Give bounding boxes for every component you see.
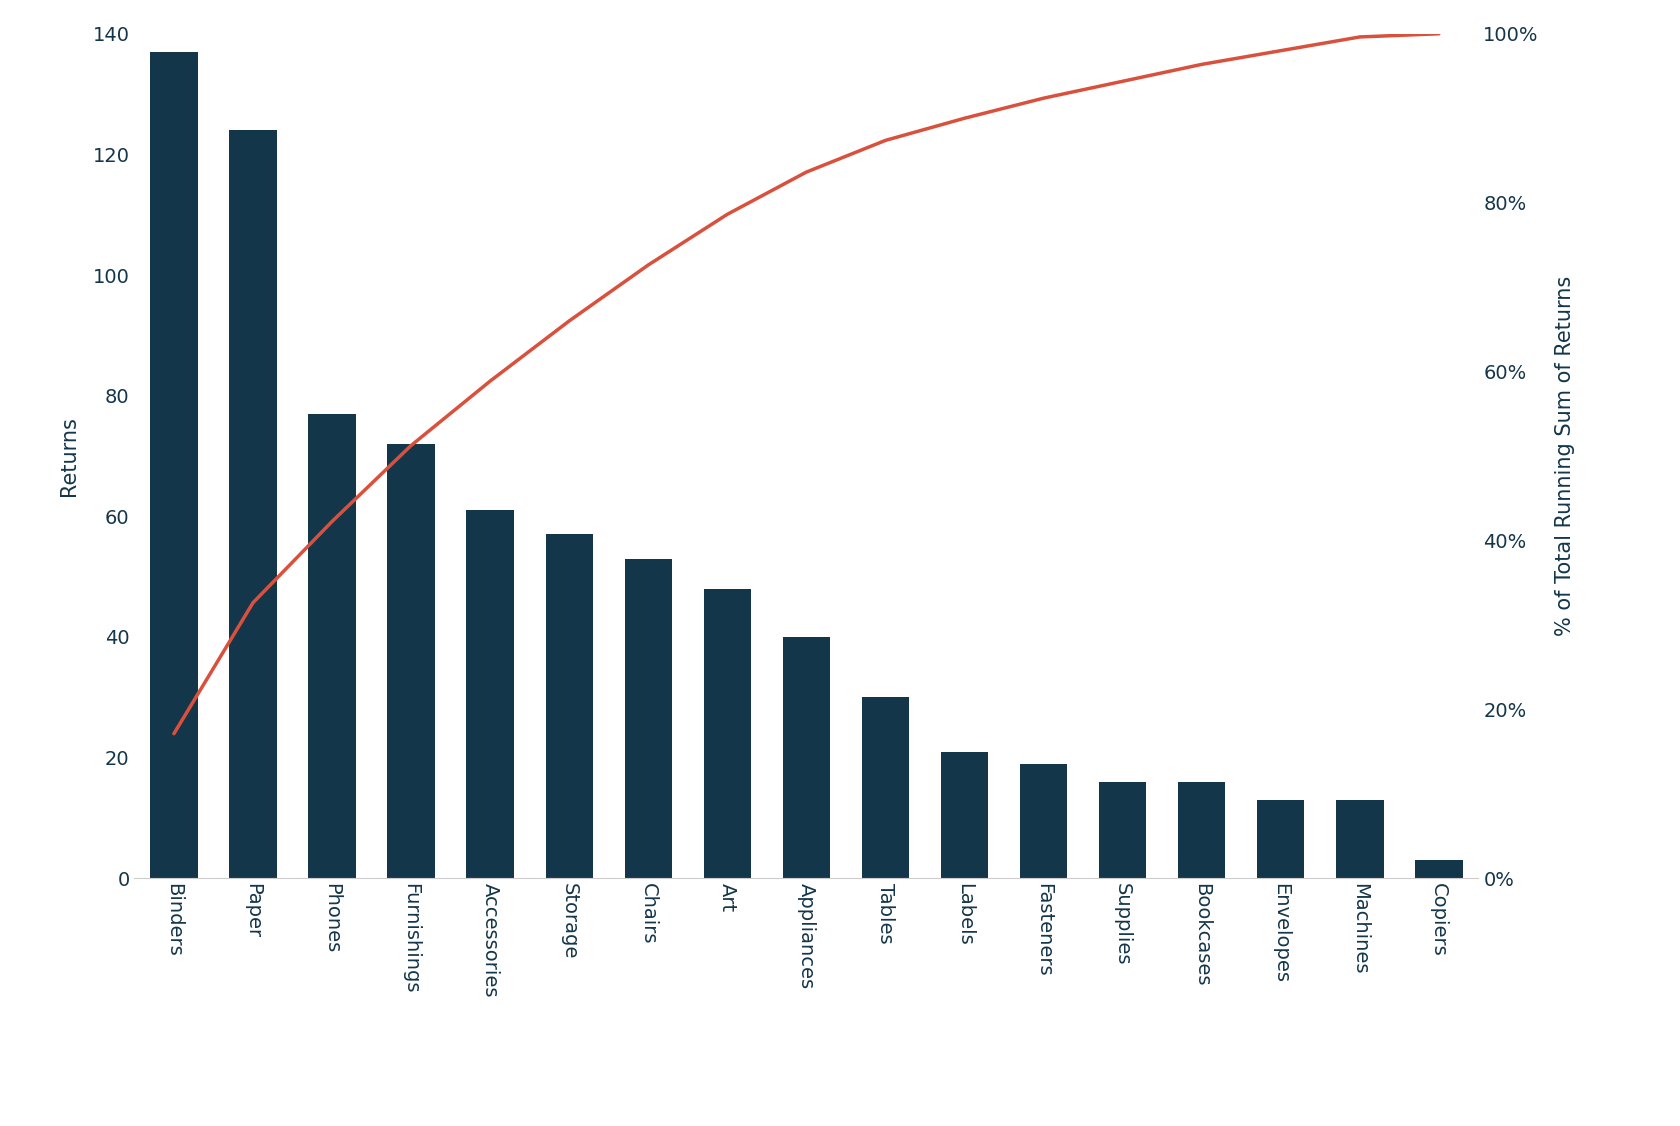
Bar xyxy=(625,558,672,878)
Bar xyxy=(150,52,198,878)
Bar xyxy=(467,510,514,878)
Bar xyxy=(704,589,751,878)
Bar xyxy=(546,535,593,878)
Y-axis label: % of Total Running Sum of Returns: % of Total Running Sum of Returns xyxy=(1556,276,1576,636)
Bar xyxy=(862,697,909,878)
Bar xyxy=(1099,781,1146,878)
Bar xyxy=(309,414,356,878)
Bar xyxy=(228,131,277,878)
Bar xyxy=(1336,799,1384,878)
Bar xyxy=(783,637,830,878)
Y-axis label: Returns: Returns xyxy=(59,417,79,495)
Bar xyxy=(1415,860,1463,878)
Bar xyxy=(1020,763,1067,878)
Bar xyxy=(1178,781,1225,878)
Bar xyxy=(1257,799,1304,878)
Bar xyxy=(388,444,435,878)
Bar xyxy=(941,752,988,878)
